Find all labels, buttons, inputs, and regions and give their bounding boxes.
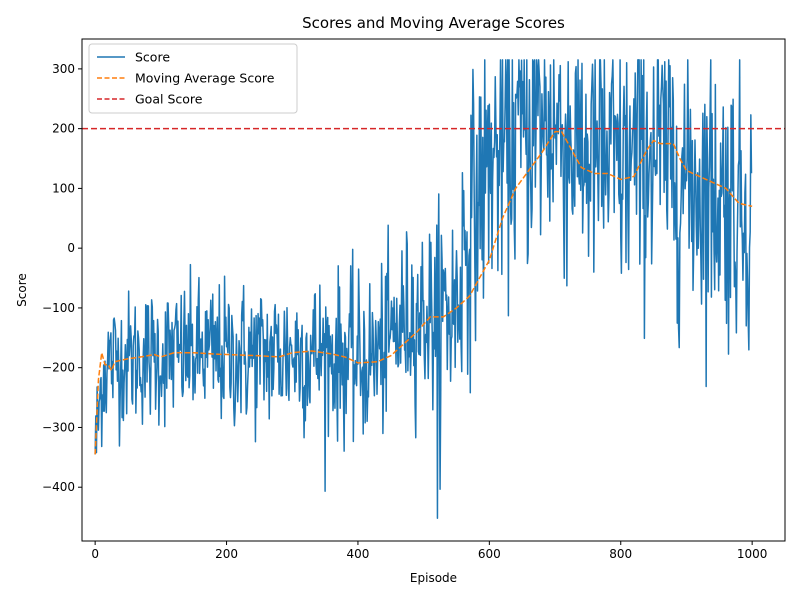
legend: Score Moving Average Score Goal Score <box>88 43 298 114</box>
x-tick-label: 0 <box>91 547 99 561</box>
legend-entry: Score <box>135 50 170 65</box>
y-axis-ticks: −400 −300 −200 −100 0 100 200 300 <box>42 62 82 494</box>
x-tick-label: 200 <box>215 547 238 561</box>
y-tick-label: 100 <box>52 181 75 195</box>
legend-entry: Goal Score <box>135 92 203 107</box>
y-tick-label: −400 <box>42 480 75 494</box>
y-tick-label: 200 <box>52 122 75 136</box>
x-tick-label: 400 <box>346 547 369 561</box>
y-tick-label: −100 <box>42 301 75 315</box>
y-tick-label: −200 <box>42 361 75 375</box>
x-tick-label: 600 <box>478 547 501 561</box>
y-tick-label: 300 <box>52 62 75 76</box>
legend-entry: Moving Average Score <box>135 71 275 86</box>
chart-title: Scores and Moving Average Scores <box>302 14 565 32</box>
x-tick-label: 1000 <box>737 547 768 561</box>
series-moving-average-line <box>94 130 753 455</box>
y-tick-label: −300 <box>42 420 75 434</box>
x-axis-ticks: 0 200 400 600 800 1000 <box>91 541 767 561</box>
series-layer <box>94 59 753 520</box>
x-axis-label: Episode <box>410 571 457 585</box>
y-axis-label: Score <box>15 273 29 307</box>
plot-frame <box>81 38 786 542</box>
legend-box <box>88 43 298 114</box>
series-score-line <box>94 59 753 520</box>
x-tick-label: 800 <box>609 547 632 561</box>
y-tick-label: 0 <box>67 241 75 255</box>
